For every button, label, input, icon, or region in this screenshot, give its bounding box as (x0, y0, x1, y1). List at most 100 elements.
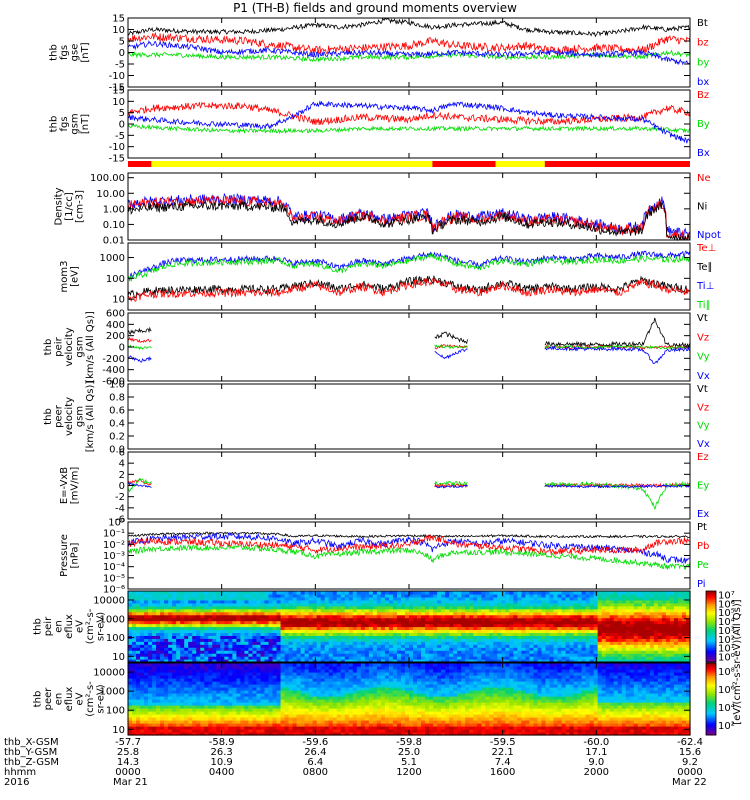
legend-pressure-Pb: Pb (697, 541, 709, 552)
y-axis-label-peir_spec: (cm²-s- (85, 608, 96, 644)
colorbar-peir_spec (705, 590, 717, 663)
y-tick-label-peir_vel: 600 (106, 309, 125, 320)
y-tick-label-peer_spec: 100 (106, 706, 125, 717)
y-tick-label-peer_vel: 0.4 (109, 419, 125, 430)
y-tick-label-fgs_gse: -15 (109, 83, 125, 94)
legend-peir_vel-Vx: Vx (697, 371, 710, 382)
y-tick-label-exb: -4 (115, 503, 125, 514)
series-peir_vel-Vx-1 (434, 348, 468, 360)
panel-frame-pressure (127, 521, 691, 590)
y-tick-label-peer_vel: 0.0 (109, 445, 125, 456)
y-tick-label-fgs_gsm: 10 (112, 97, 125, 108)
series-density-Ni-0 (127, 200, 690, 242)
y-axis-label-peer_vel: [km/s (All Qs)] (85, 381, 96, 453)
y-axis-label-peir_vel: velocity (64, 327, 75, 366)
series-exb-Ey-0 (127, 477, 152, 493)
y-tick-label-exb: -2 (115, 492, 125, 503)
y-tick-label-pressure: 10⁻⁵ (103, 573, 125, 584)
region-bar-segment-1 (151, 161, 433, 167)
y-tick-label-fgs_gsm: 5 (119, 108, 125, 119)
colorbar-tick-peer_spec: 10⁸ (718, 667, 735, 678)
y-tick-label-fgs_gsm: -15 (109, 154, 125, 165)
panel-frame-peer_vel (127, 383, 691, 450)
series-exb-Ez-1 (434, 482, 468, 489)
y-tick-label-moms_t: 1000 (100, 253, 125, 264)
y-axis-label-peir_vel: [km/s (All Qs)] (85, 311, 96, 383)
colorbar-tick-peer_spec: 10² (718, 721, 735, 732)
legend-exb-Ey: Ey (697, 481, 709, 492)
series-peir_vel-Vy-2 (544, 344, 691, 350)
y-tick-label-peir_vel: 0 (119, 343, 125, 354)
series-density-Ne-0 (127, 195, 691, 241)
colorbar-tick-peer_spec: 10⁶ (718, 685, 735, 696)
y-axis-label-peir_vel: thb (43, 339, 54, 356)
panel-density: 0.01 0.10 1.00 10.00 100.00 Density [1/cc] [cm-… (54, 172, 721, 247)
colorbar-peer_spec (705, 662, 717, 736)
y-axis-label-fgs_gsm: thb (48, 116, 59, 133)
y-axis-label-peir_vel: gsm (75, 336, 86, 357)
y-tick-label-density: 0.01 (103, 236, 125, 247)
legend-moms_t-Te⊥: Te⊥ (696, 243, 716, 254)
y-tick-label-peer_vel: 1.0 (109, 380, 125, 391)
coord-value: 9.2 (682, 757, 698, 768)
legend-pressure-Pe: Pe (697, 560, 709, 571)
coord-value: 14.3 (116, 757, 140, 768)
coord-value: -57.7 (115, 737, 141, 748)
region-bar-segment-0 (128, 161, 152, 167)
series-peir_vel-Vt-2 (544, 317, 691, 349)
series-pressure-Pt-0 (127, 531, 691, 539)
y-axis-label-fgs_gsm: gsm (69, 113, 80, 134)
legend-peir_vel-Vz: Vz (697, 332, 709, 343)
y-tick-label-fgs_gse: -5 (115, 60, 125, 71)
series-exb-Ey-2 (544, 480, 691, 510)
series-peir_vel-Vz-0 (127, 336, 152, 343)
y-axis-label-peer_spec: sr-eV) (96, 684, 107, 713)
region-bar-segment-3 (495, 161, 545, 167)
y-tick-label-fgs_gse: 5 (119, 37, 125, 48)
y-axis-label-peir_spec: peir (43, 616, 54, 636)
coord-value: -60.0 (583, 737, 610, 748)
series-pressure-Pe-0 (127, 544, 691, 570)
y-axis-label-peer_spec: en (54, 693, 65, 706)
y-tick-label-pressure: 10⁻³ (103, 551, 125, 562)
y-axis-label-peir_spec: en (54, 620, 65, 633)
y-tick-label-density: 0.10 (103, 220, 125, 231)
coord-row-name: hhmm (4, 767, 37, 778)
coord-value: 25.8 (116, 747, 140, 758)
y-axis-label-peir_spec: eV (75, 620, 86, 633)
y-tick-label-moms_t: 100 (106, 274, 125, 285)
legend-fgs_gse-Bt: Bt (697, 18, 708, 29)
series-peir_vel-Vy-1 (434, 344, 468, 350)
colorbar-tick-peir_spec: 10⁶ (718, 599, 735, 610)
date-end-label: Mar 22 (672, 777, 707, 788)
series-moms_t-Te∥-0 (127, 275, 691, 299)
y-axis-label-moms_t: mom3 (59, 261, 70, 293)
y-axis-label-density: Density (54, 187, 65, 225)
panel-frame-fgs_gsm (127, 89, 691, 159)
series-moms_t-Ti∥-0 (127, 253, 691, 282)
series-fgs_gsm-Bz-0 (127, 101, 691, 126)
y-axis-label-fgs_gsm: fgs (59, 116, 70, 131)
series-pressure-Pb-0 (127, 534, 690, 557)
y-tick-label-peir_spec: 100 (106, 633, 125, 644)
y-axis-label-peir_spec: sr-eV) (96, 612, 107, 641)
y-tick-label-exb: 6 (119, 448, 125, 459)
y-tick-label-peir_vel: 400 (106, 320, 125, 331)
y-tick-label-peer_spec: 1000 (100, 687, 125, 698)
series-pressure-Pi-0 (127, 531, 690, 564)
legend-fgs_gsm-Bz: Bz (697, 90, 709, 101)
series-peir_vel-Vx-2 (544, 345, 691, 364)
y-axis-label-peir_spec: thb (33, 618, 44, 635)
coord-value: -59.6 (302, 737, 329, 748)
series-moms_t-Ti⊥-0 (127, 250, 691, 282)
panel-peer_vel: 0.0 0.2 0.4 0.6 0.8 1.0 thb peer velocity gsm [km/… (43, 380, 710, 456)
region-bar-segment-2 (432, 161, 496, 167)
legend-moms_t-Ti∥: Ti∥ (696, 300, 711, 311)
y-tick-label-fgs_gse: 15 (112, 14, 125, 25)
coord-value: 0000 (115, 767, 141, 778)
